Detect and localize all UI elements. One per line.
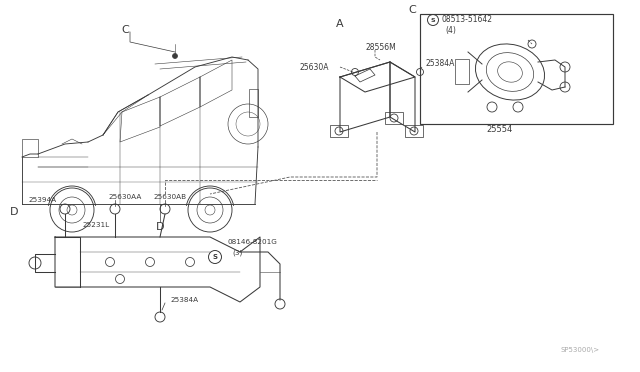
Text: 08513-51642: 08513-51642 [441,16,492,25]
Text: (4): (4) [445,26,456,35]
Text: A: A [336,19,344,29]
Text: 08146-8201G: 08146-8201G [228,239,278,245]
Text: 28556M: 28556M [365,42,396,51]
Bar [405,125,423,137]
Text: C: C [408,5,416,15]
Bar [249,89,258,117]
Text: S: S [212,254,218,260]
Bar [385,112,403,124]
Text: 25630A: 25630A [300,62,330,71]
Text: 25630AB: 25630AB [153,194,186,200]
Bar [455,59,469,84]
Circle shape [173,54,177,58]
Text: D: D [10,207,19,217]
Bar [330,125,348,137]
Text: 25384A: 25384A [425,60,454,68]
Text: 25630AA: 25630AA [108,194,141,200]
Text: 25231L: 25231L [82,222,109,228]
Bar [22,139,38,157]
Text: S: S [431,17,435,22]
Text: D: D [156,222,164,232]
Text: 25554: 25554 [487,125,513,134]
Text: C: C [121,25,129,35]
Bar [420,14,613,124]
Text: SP53000\>: SP53000\> [561,347,600,353]
Text: (3): (3) [232,250,243,256]
Text: 25394A: 25394A [28,197,56,203]
Text: 25384A: 25384A [170,297,198,303]
